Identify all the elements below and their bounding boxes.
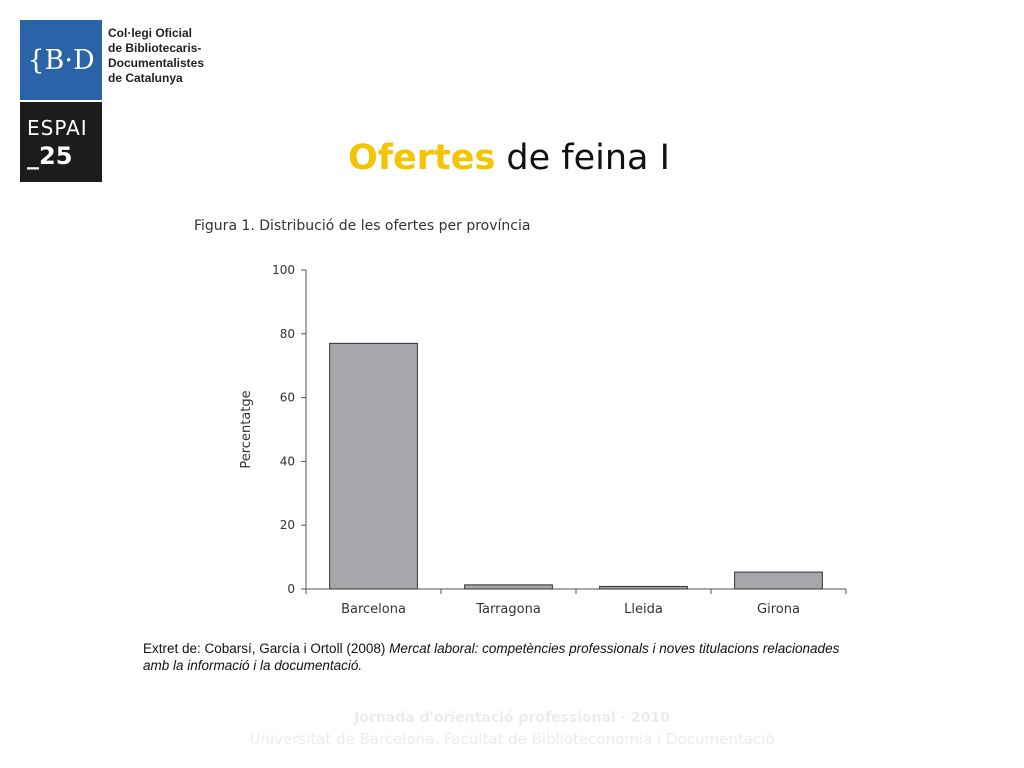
y-tick-label: 80 [280, 327, 295, 341]
y-tick-label: 20 [280, 518, 295, 532]
espai-logo: ESPAI _25 [20, 102, 102, 182]
org-name-line: de Bibliotecaris- [108, 41, 202, 55]
bar-girona [734, 571, 823, 590]
bar-tarragona [464, 584, 553, 590]
footer-event: Jornada d'orientació professional · 2010 [354, 710, 670, 726]
x-tick-label: Lleida [624, 602, 663, 617]
source-citation: Extret de: Cobarsí, García i Ortoll (200… [143, 640, 863, 674]
y-tick-label: 40 [280, 454, 295, 468]
y-tick-label: 60 [280, 391, 295, 405]
source-citation-plain: Extret de: Cobarsí, García i Ortoll (200… [143, 641, 390, 656]
x-tick-label: Tarragona [475, 602, 541, 617]
bd-logo: {B·D [20, 20, 102, 100]
slide-title: Ofertes de feina I [348, 138, 670, 178]
x-tick-label: Barcelona [341, 602, 406, 617]
source-citation-title: Mercat laboral: competències professiona… [143, 641, 840, 673]
y-tick-label: 0 [287, 582, 295, 596]
org-name-line: Col·legi Oficial [108, 26, 193, 40]
bar-lleida [599, 585, 688, 590]
y-axis-label: Percentatge [239, 390, 254, 468]
y-axis: 0 20 40 60 80 100 [272, 263, 307, 596]
x-axis: Barcelona Tarragona Lleida Girona [305, 588, 847, 617]
org-name: Col·legi Oficial de Bibliotecaris- Docum… [108, 26, 204, 86]
org-name-line: Documentalistes [108, 56, 205, 70]
bar-barcelona [329, 342, 418, 590]
org-name-line: de Catalunya [108, 71, 183, 85]
espai-logo-line1: ESPAI [27, 116, 88, 140]
footer-institution: Universitat de Barcelona. Facultat de Bi… [249, 730, 775, 748]
espai-logo-line2: _25 [27, 142, 73, 170]
figure-caption: Figura 1. Distribució de les ofertes per… [194, 218, 531, 234]
bars [329, 342, 823, 590]
y-tick-label: 100 [272, 263, 295, 277]
slide-title-accent: Ofertes [348, 138, 496, 178]
slide-title-rest: de feina I [506, 138, 670, 178]
x-tick-label: Girona [757, 602, 800, 617]
bd-logo-mark: {B·D [27, 44, 95, 76]
